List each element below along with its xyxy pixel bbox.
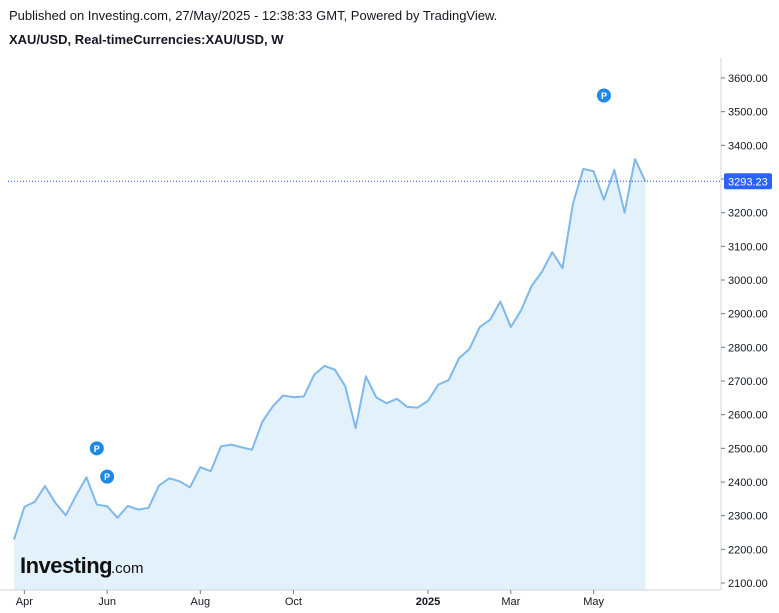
- y-tick-label: 2500.00: [728, 443, 768, 455]
- last-price-badge: 3293.23: [724, 173, 772, 190]
- price-area: [14, 159, 646, 590]
- y-tick-label: 2900.00: [728, 309, 768, 321]
- y-tick-label: 3200.00: [728, 208, 768, 220]
- time-axis[interactable]: Apr Jun Aug Oct 2025 Mar May: [0, 589, 721, 608]
- y-tick-label: 2100.00: [728, 578, 768, 590]
- logo-wordmark: Investing: [20, 553, 112, 578]
- y-tick-label: 3600.00: [728, 73, 768, 85]
- y-tick-label: 2600.00: [728, 410, 768, 422]
- event-markers: P P P: [88, 87, 612, 485]
- investing-logo: Investing .com: [20, 553, 144, 578]
- event-marker[interactable]: P: [88, 440, 105, 457]
- y-tick-label: 2400.00: [728, 477, 768, 489]
- y-tick-label: 3000.00: [728, 275, 768, 287]
- logo-suffix: .com: [111, 560, 144, 577]
- y-tick-label: 2300.00: [728, 511, 768, 523]
- x-tick-label: Mar: [501, 596, 520, 608]
- x-tick-label: Apr: [16, 596, 33, 608]
- y-tick-label: 2800.00: [728, 342, 768, 354]
- y-tick-label: 3100.00: [728, 241, 768, 253]
- svg-text:P: P: [94, 444, 100, 454]
- y-tick-label: 2200.00: [728, 544, 768, 556]
- x-tick-label: 2025: [416, 596, 440, 608]
- price-line: [13, 158, 647, 540]
- svg-text:P: P: [601, 91, 607, 101]
- event-marker[interactable]: P: [99, 468, 116, 485]
- x-tick-label: May: [583, 596, 604, 608]
- price-axis[interactable]: 2100.00 2200.00 2300.00 2400.00 2500.00 2600.…: [720, 58, 772, 590]
- published-line: Published on Investing.com, 27/May/2025 …: [9, 8, 498, 23]
- x-tick-label: Aug: [191, 596, 211, 608]
- last-price-label: 3293.23: [728, 176, 768, 188]
- y-tick-label: 3500.00: [728, 107, 768, 119]
- x-tick-label: Jun: [98, 596, 116, 608]
- svg-text:P: P: [104, 472, 110, 482]
- event-marker[interactable]: P: [595, 87, 612, 104]
- plot-area[interactable]: [8, 158, 721, 590]
- symbol-title: XAU/USD, Real-timeCurrencies:XAU/USD, W: [9, 32, 284, 47]
- x-tick-label: Oct: [285, 596, 302, 608]
- y-tick-label: 3400.00: [728, 140, 768, 152]
- y-tick-label: 2700.00: [728, 376, 768, 388]
